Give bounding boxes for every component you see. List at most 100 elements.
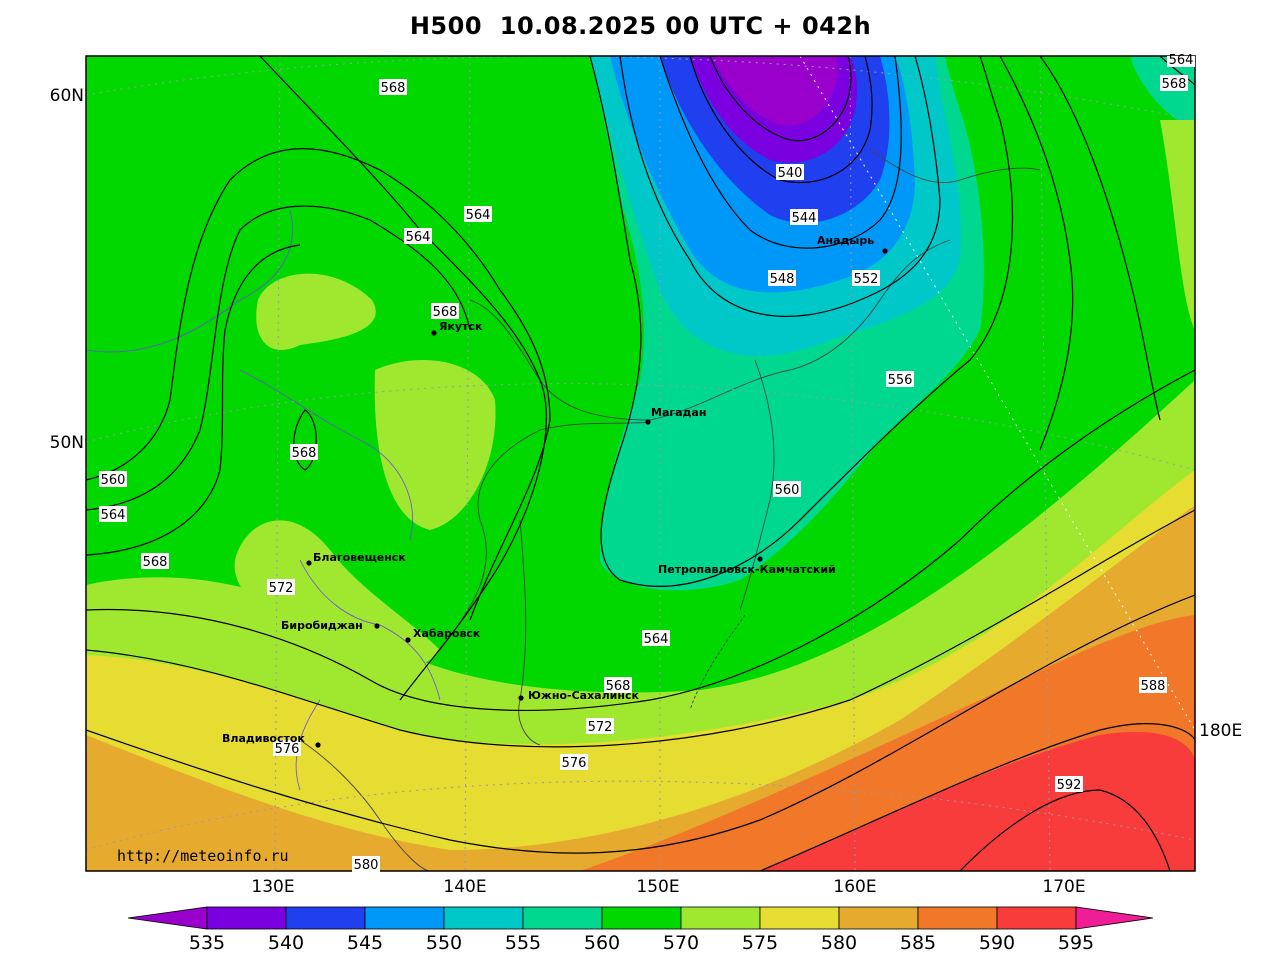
contour-label: 564	[1167, 53, 1195, 68]
legend-arrow-low	[127, 906, 208, 930]
svg-text:Владивосток: Владивосток	[222, 732, 305, 745]
lon-label-170e: 170E	[1042, 877, 1085, 897]
map-frame	[85, 55, 1196, 872]
svg-text:592: 592	[1057, 778, 1082, 793]
svg-text:568: 568	[1162, 77, 1187, 92]
svg-text:568: 568	[143, 555, 168, 570]
legend-swatch	[601, 906, 682, 930]
field-590-595	[760, 731, 1195, 871]
contour-label: 572	[586, 718, 614, 735]
contour-label: 568	[604, 677, 632, 694]
graticule	[86, 56, 1195, 871]
legend-label: 585	[900, 932, 936, 954]
svg-text:564: 564	[644, 632, 669, 647]
legend-label: 540	[268, 932, 304, 954]
svg-text:564: 564	[466, 208, 491, 223]
legend-label: 570	[663, 932, 699, 954]
legend-swatch	[680, 906, 761, 930]
legend-swatch	[917, 906, 998, 930]
lon-label-150e: 150E	[636, 877, 679, 897]
contour-label: 568	[1160, 75, 1188, 92]
contour-label: 576	[273, 740, 301, 757]
svg-text:564: 564	[1169, 53, 1194, 68]
contour-label: 580	[352, 856, 380, 873]
legend-label: 575	[742, 932, 778, 954]
svg-text:568: 568	[292, 446, 317, 461]
contour-label: 568	[141, 553, 169, 570]
city-birobidzhan: Биробиджан	[281, 619, 380, 632]
contour-label: 556	[886, 371, 914, 388]
legend-label: 590	[979, 932, 1015, 954]
legend-label: 595	[1058, 932, 1094, 954]
svg-text:556: 556	[888, 373, 913, 388]
city-blagoveshchensk: Благовещенск	[306, 551, 406, 566]
lon-label-130e: 130E	[251, 877, 294, 897]
coastlines	[86, 149, 1041, 871]
city-yuzhno-sakhalinsk: Южно-Сахалинск	[518, 689, 639, 702]
city-group: Якутск Магадан Анадырь Благовещенск Биро…	[222, 234, 888, 748]
svg-text:560: 560	[775, 483, 800, 498]
legend-swatch	[206, 906, 287, 930]
legend-label: 535	[189, 932, 225, 954]
legend-label: 545	[347, 932, 383, 954]
svg-text:Петропавловск-Камчатский: Петропавловск-Камчатский	[658, 563, 836, 576]
contour-label: 572	[267, 579, 295, 596]
field-570-575-east-edge	[1160, 120, 1195, 330]
isohypses	[86, 56, 1195, 871]
legend-label: 560	[584, 932, 620, 954]
svg-text:Биробиджан: Биробиджан	[281, 619, 363, 632]
contour-label: 548	[768, 270, 796, 287]
svg-text:Хабаровск: Хабаровск	[413, 627, 481, 640]
contour-label: 540	[776, 164, 804, 181]
contour-label: 560	[773, 481, 801, 498]
lat-label-50n: 50N	[50, 433, 84, 453]
svg-text:572: 572	[269, 581, 294, 596]
svg-text:572: 572	[588, 720, 613, 735]
contour-label: 568	[431, 303, 459, 320]
svg-text:Якутск: Якутск	[439, 320, 483, 333]
svg-text:564: 564	[101, 508, 126, 523]
svg-text:544: 544	[792, 211, 817, 226]
legend-swatch	[285, 906, 366, 930]
svg-text:552: 552	[854, 272, 879, 287]
city-magadan: Магадан	[645, 406, 706, 425]
svg-text:Магадан: Магадан	[651, 406, 706, 419]
filled-height-fields	[86, 56, 1195, 871]
svg-text:568: 568	[381, 81, 406, 96]
lat-label-60n: 60N	[50, 86, 84, 106]
svg-text:576: 576	[275, 742, 300, 757]
svg-text:588: 588	[1141, 679, 1166, 694]
color-legend: 535 540 545 550 555 560 570 575 580 585 590 595	[127, 906, 1154, 954]
lon-label-140e: 140E	[443, 877, 486, 897]
contour-label: 564	[99, 506, 127, 523]
city-vladivostok: Владивосток	[222, 732, 321, 748]
map-title: H500 10.08.2025 00 UTC + 042h	[409, 12, 872, 40]
contour-label-group: 568 564 564 568 568 560 564 568 572 576 …	[99, 53, 1195, 873]
svg-text:Благовещенск: Благовещенск	[313, 551, 406, 564]
contour-label: 560	[99, 471, 127, 488]
svg-text:Анадырь: Анадырь	[817, 234, 874, 247]
city-yakutsk: Якутск	[431, 320, 483, 336]
legend-swatch	[759, 906, 840, 930]
contour-label: 568	[290, 444, 318, 461]
legend-swatch	[996, 906, 1077, 930]
contour-label: 564	[464, 206, 492, 223]
field-570-575-blob-north	[256, 273, 376, 350]
legend-arrow-high	[1075, 906, 1154, 930]
svg-text:560: 560	[101, 473, 126, 488]
legend-swatch	[522, 906, 603, 930]
city-petropavlovsk-kamchatsky: Петропавловск-Камчатский	[658, 556, 836, 576]
city-anadyr: Анадырь	[817, 234, 888, 254]
contour-label: 564	[642, 630, 670, 647]
field-555-560-northeast	[1130, 56, 1195, 130]
legend-swatch	[364, 906, 445, 930]
contour-label: 564	[404, 228, 432, 245]
field-570-575-blob-amur	[234, 520, 440, 666]
contour-label: 544	[790, 209, 818, 226]
legend-swatch	[838, 906, 919, 930]
credit-text: http://meteoinfo.ru	[117, 847, 289, 865]
svg-text:580: 580	[354, 858, 379, 873]
svg-text:564: 564	[406, 230, 431, 245]
legend-label: 580	[821, 932, 857, 954]
